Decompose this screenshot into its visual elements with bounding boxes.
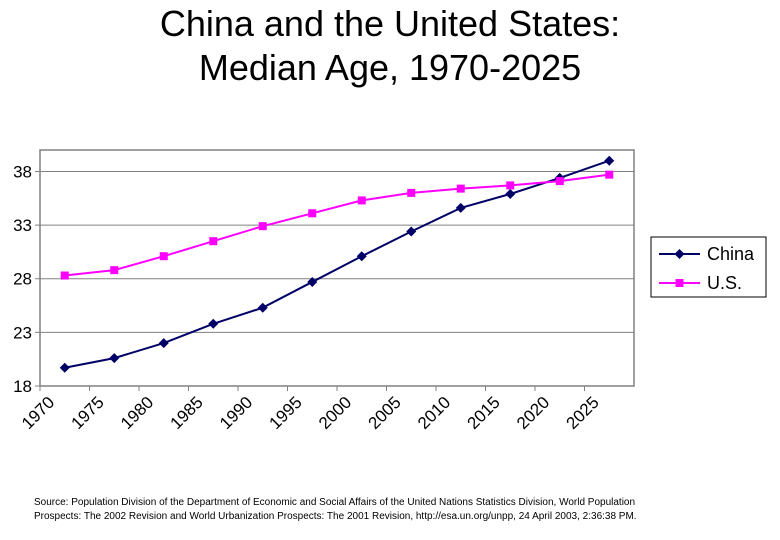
gridlines xyxy=(40,170,634,333)
point-us-1985 xyxy=(209,237,218,246)
point-us-1990 xyxy=(258,222,267,231)
point-us-1970 xyxy=(60,271,69,280)
y-tick-label-18: 18 xyxy=(13,377,32,396)
point-us-2000 xyxy=(357,196,366,205)
x-tick-label-1975: 1975 xyxy=(68,393,108,433)
y-axis-ticks: 18 23 28 33 38 xyxy=(13,162,40,396)
point-us-1975 xyxy=(110,266,119,275)
point-china-2015 xyxy=(505,188,516,199)
legend-box xyxy=(650,236,767,298)
point-china-2005 xyxy=(406,226,417,237)
x-tick-label-1980: 1980 xyxy=(117,393,157,433)
x-tick-label-1985: 1985 xyxy=(167,393,207,433)
point-china-1990 xyxy=(257,302,268,313)
point-us-2015 xyxy=(506,181,515,190)
y-tick-label-23: 23 xyxy=(13,323,32,342)
legend-us-marker xyxy=(675,279,684,287)
series-lines xyxy=(59,155,615,373)
legend: China U.S. xyxy=(650,236,767,298)
x-tick-label-2020: 2020 xyxy=(513,393,553,433)
x-tick-label-2010: 2010 xyxy=(414,393,454,433)
point-us-2005 xyxy=(407,188,416,197)
point-us-2020 xyxy=(555,177,564,186)
chart-title-line-2: Median Age, 1970-2025 xyxy=(198,47,582,88)
point-us-1980 xyxy=(159,252,168,261)
source-note-line-1: Source: Population Division of the Depar… xyxy=(34,497,636,508)
point-china-1985 xyxy=(208,318,219,329)
x-tick-label-2005: 2005 xyxy=(365,393,405,433)
x-tick-label-1970: 1970 xyxy=(18,393,58,433)
point-us-2025 xyxy=(605,170,614,179)
chart-title-line-1: China and the United States: xyxy=(159,3,621,44)
point-china-2000 xyxy=(356,251,367,262)
point-china-1995 xyxy=(307,276,318,287)
x-axis-ticks: 1970 1975 1980 1985 1990 1995 2000 2005 2010 2015… xyxy=(18,386,603,433)
chart-title: China and the United States: Median Age,… xyxy=(0,2,780,90)
point-china-2010 xyxy=(455,202,466,213)
y-tick-label-28: 28 xyxy=(13,270,32,289)
x-tick-label-1990: 1990 xyxy=(216,393,256,433)
legend-china-label: China xyxy=(707,244,755,264)
legend-us-label: U.S. xyxy=(707,273,742,293)
y-tick-label-38: 38 xyxy=(13,162,32,181)
point-us-2010 xyxy=(456,184,465,193)
y-tick-label-33: 33 xyxy=(13,216,32,235)
source-note: Source: Population Division of the Depar… xyxy=(34,496,754,524)
source-note-line-2: Prospects: The 2002 Revision and World U… xyxy=(34,511,637,522)
point-china-2025 xyxy=(604,155,615,166)
point-china-1975 xyxy=(109,353,120,364)
x-tick-label-2015: 2015 xyxy=(464,393,504,433)
series-line-us xyxy=(64,173,610,277)
legend-china-marker xyxy=(674,249,685,259)
series-line-china xyxy=(64,159,610,369)
x-tick-label-2025: 2025 xyxy=(563,393,603,433)
x-tick-label-2000: 2000 xyxy=(315,393,355,433)
point-us-1995 xyxy=(308,209,317,218)
x-tick-label-1995: 1995 xyxy=(266,393,306,433)
point-china-1970 xyxy=(59,362,70,373)
point-china-1980 xyxy=(158,338,169,349)
